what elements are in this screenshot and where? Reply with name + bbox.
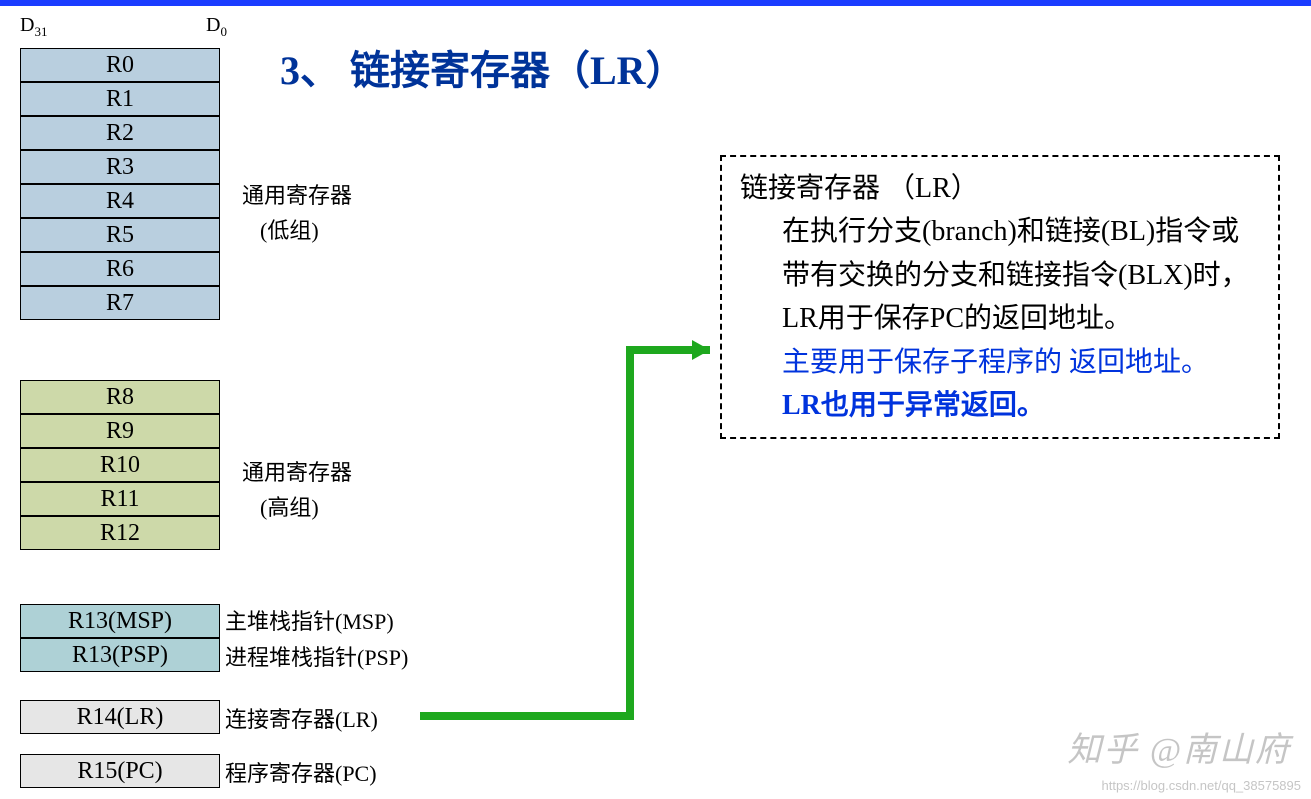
desc-title: 链接寄存器 （LR） bbox=[740, 173, 979, 204]
reg-msp: R13(MSP) bbox=[20, 604, 220, 638]
reg-pc: R15(PC) bbox=[20, 754, 220, 788]
reg-r9: R9 bbox=[20, 414, 220, 448]
high-group-label: 通用寄存器 (高组) bbox=[242, 455, 352, 525]
pc-label: 程序寄存器(PC) bbox=[225, 756, 377, 791]
reg-r6: R6 bbox=[20, 252, 220, 286]
desc-para: 在执行分支(branch)和链接(BL)指令或带有交换的分支和链接指令(BLX)… bbox=[740, 210, 1260, 340]
reg-psp: R13(PSP) bbox=[20, 638, 220, 672]
top-accent-bar bbox=[0, 0, 1311, 6]
slide-title: 3、 链接寄存器（LR） bbox=[280, 38, 686, 96]
watermark-text: 知乎 @南山府 bbox=[1067, 722, 1291, 771]
reg-r11: R11 bbox=[20, 482, 220, 516]
psp-label: 进程堆栈指针(PSP) bbox=[225, 640, 408, 675]
msp-label: 主堆栈指针(MSP) bbox=[225, 604, 394, 639]
description-box: 链接寄存器 （LR） 在执行分支(branch)和链接(BL)指令或带有交换的分… bbox=[720, 155, 1280, 439]
reg-r5: R5 bbox=[20, 218, 220, 252]
lr-label: 连接寄存器(LR) bbox=[225, 702, 378, 737]
desc-blue-1: 主要用于保存子程序的 返回地址。 bbox=[740, 341, 1260, 384]
reg-r3: R3 bbox=[20, 150, 220, 184]
reg-r7: R7 bbox=[20, 286, 220, 320]
watermark-url: https://blog.csdn.net/qq_38575895 bbox=[1102, 778, 1302, 793]
bit-low-label: D0 bbox=[206, 14, 227, 40]
bit-high-label: D31 bbox=[20, 14, 47, 40]
reg-r10: R10 bbox=[20, 448, 220, 482]
low-group-label: 通用寄存器 (低组) bbox=[242, 178, 352, 248]
reg-r4: R4 bbox=[20, 184, 220, 218]
reg-r0: R0 bbox=[20, 48, 220, 82]
reg-r8: R8 bbox=[20, 380, 220, 414]
desc-blue-2: LR也用于异常返回。 bbox=[740, 384, 1260, 427]
reg-r12: R12 bbox=[20, 516, 220, 550]
reg-lr: R14(LR) bbox=[20, 700, 220, 734]
reg-r2: R2 bbox=[20, 116, 220, 150]
reg-r1: R1 bbox=[20, 82, 220, 116]
